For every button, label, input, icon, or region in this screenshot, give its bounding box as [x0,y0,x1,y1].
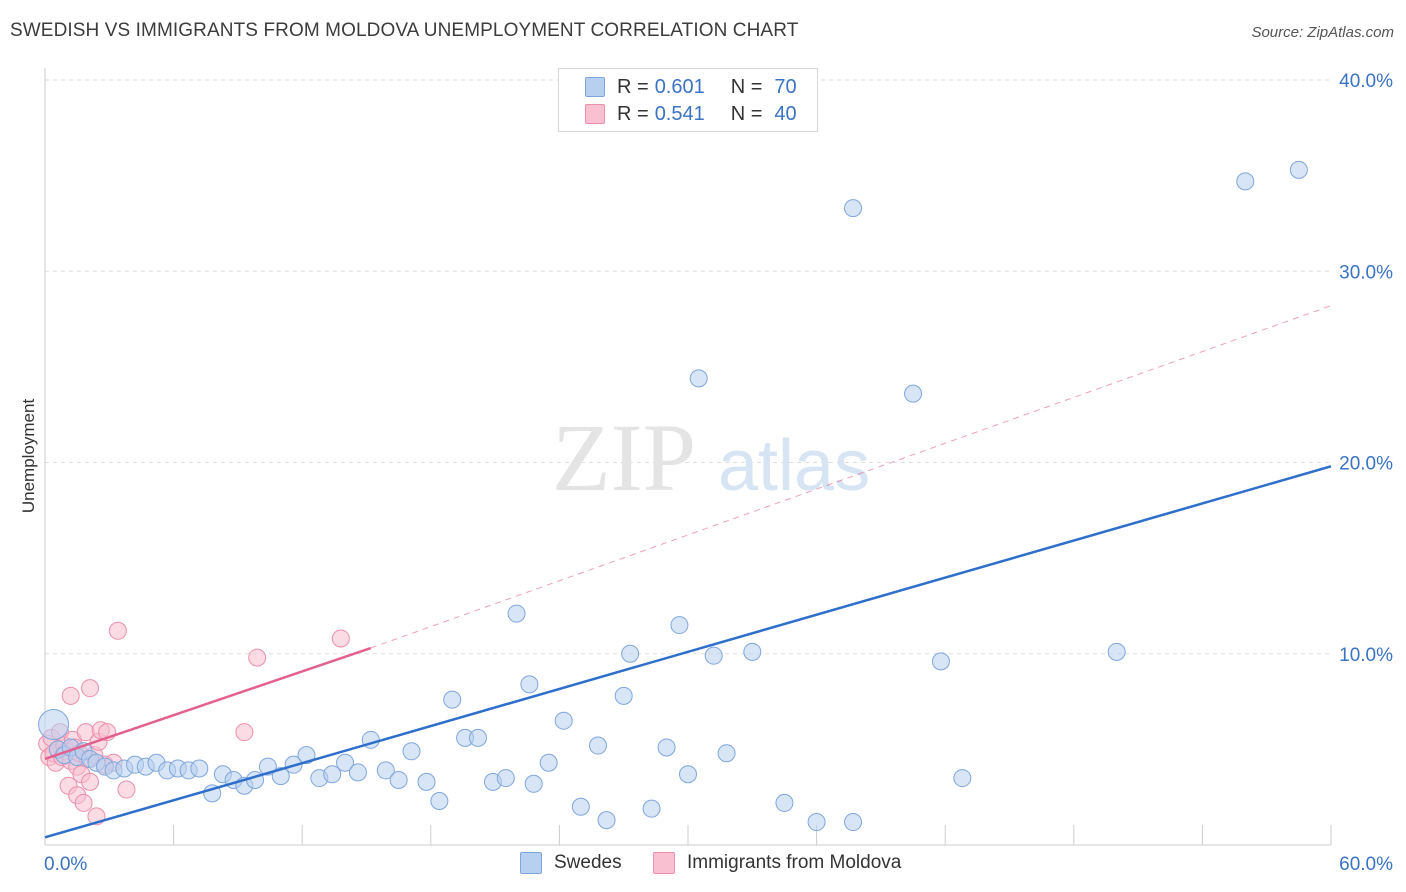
series-legend: Swedes Immigrants from Moldova [0,852,1406,878]
swedes-point [642,799,661,818]
swedes-point [1107,642,1126,661]
swedes-point [389,770,408,789]
legend-row-swedes: R = 0.601 N = 70 [585,75,797,99]
swedes-point [402,742,421,761]
swedes-legend-swatch [520,852,542,874]
swedes-point [190,759,209,778]
swedes-point [588,736,607,755]
swedes-point [1236,172,1255,191]
moldova-point [108,621,127,640]
moldova-legend-swatch [653,852,675,874]
moldova-trend-line [44,646,372,761]
swedes-point [807,813,826,832]
swedes-point [775,793,794,812]
moldova-point [81,679,100,698]
legend-item-swedes: Swedes [520,852,622,874]
swedes-point [704,646,723,665]
swedes-point [571,797,590,816]
swedes-point [507,604,526,623]
watermark-zip: ZIP [552,404,696,511]
x-tick-label: 60.0% [1339,854,1393,875]
swedes-point [621,644,640,663]
chart-title: SWEDISH VS IMMIGRANTS FROM MOLDOVA UNEMP… [10,20,799,41]
swedes-point [271,767,290,786]
swedes-point [931,652,950,671]
moldova-point [235,723,254,742]
swedes-point [554,711,573,730]
swedes-point [376,761,395,780]
swedes-n-label: N = [730,75,763,98]
y-axis-label: Unemployment [19,399,38,514]
swedes-points [38,160,1308,832]
swedes-point [348,763,367,782]
moldova-point [248,648,267,667]
moldova-point [331,629,350,648]
legend-item-moldova: Immigrants from Moldova [653,852,901,874]
swedes-swatch [585,77,605,97]
swedes-point [679,765,697,784]
correlation-legend: R = 0.601 N = 70 R = 0.541 N = 40 [558,68,818,132]
swedes-point [953,769,972,788]
swedes-point [417,772,436,791]
moldova-legend-label: Immigrants from Moldova [687,852,902,873]
y-tick-label: 30.0% [1339,262,1393,283]
moldova-swatch [585,104,605,124]
moldova-r-value: 0.541 [654,102,705,125]
swedes-point [597,811,616,830]
x-tick-label: 0.0% [44,854,87,875]
swedes-point [844,813,863,832]
y-tick-label: 10.0% [1339,645,1393,666]
y-tick-label: 40.0% [1339,71,1393,92]
moldova-r-label: R = [617,102,649,125]
source-label: Source: ZipAtlas.com [1251,24,1394,41]
swedes-point [657,738,676,757]
swedes-r-value: 0.601 [654,75,705,98]
grid-lines [45,79,1331,655]
moldova-point [74,793,93,812]
swedes-point [520,675,539,694]
swedes-point [443,690,462,709]
swedes-trend-line [44,465,1332,839]
swedes-point [717,744,736,763]
legend-row-moldova: R = 0.541 N = 40 [585,102,797,126]
swedes-point [468,728,487,747]
swedes-point [539,753,558,772]
swedes-point [689,369,708,388]
swedes-legend-label: Swedes [554,852,622,873]
swedes-r-label: R = [617,75,649,98]
swedes-point [904,384,923,403]
swedes-point [430,792,449,811]
moldova-point [61,686,80,705]
y-tick-label: 20.0% [1339,454,1393,475]
watermark: ZIP atlas [552,404,870,511]
swedes-point [336,753,355,772]
moldova-point [81,772,100,791]
swedes-point [614,686,633,705]
swedes-point [743,642,762,661]
swedes-point [323,765,342,784]
swedes-point [297,746,316,765]
moldova-point [117,780,136,799]
tick-labels: 10.0% 20.0% 30.0% 40.0% 0.0% 60.0% [44,71,1393,875]
moldova-n-label: N = [730,102,763,125]
watermark-atlas: atlas [718,426,870,506]
swedes-point [844,199,863,218]
swedes-point [1289,160,1308,179]
swedes-point [496,769,515,788]
swedes-point [38,709,70,741]
swedes-n-value: 70 [774,75,797,98]
moldova-n-value: 40 [774,102,797,125]
trend-lines [44,305,1332,839]
moldova-trend-extension [370,305,1332,649]
swedes-point [670,616,689,635]
swedes-point [524,774,543,793]
